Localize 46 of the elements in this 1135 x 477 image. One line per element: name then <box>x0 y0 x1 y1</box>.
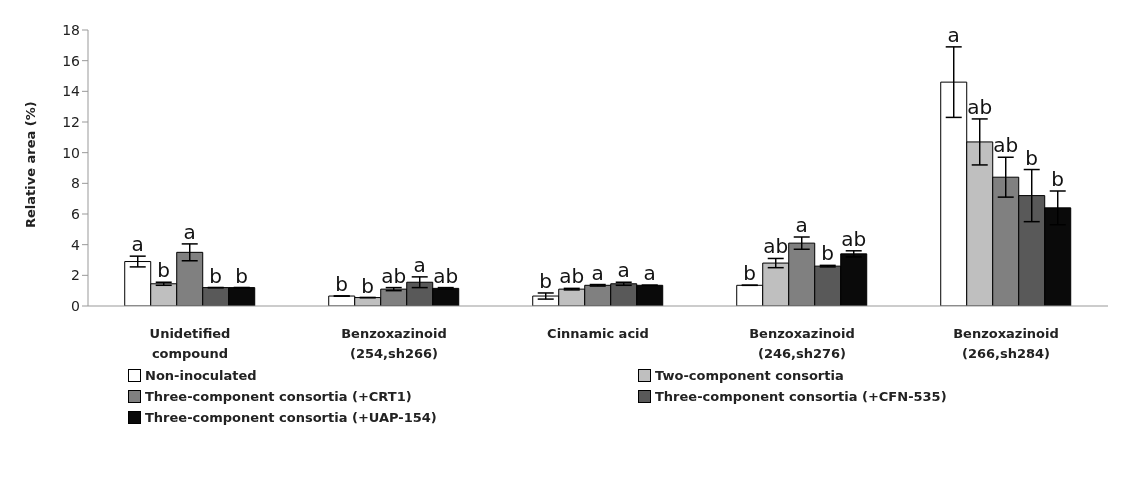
y-tick-label: 4 <box>71 236 81 253</box>
data-label: a <box>643 261 656 286</box>
legend-label: Non-inoculated <box>145 368 257 383</box>
data-label: b <box>235 263 249 288</box>
legend-label: Three-component consortia (+UAP-154) <box>145 410 437 425</box>
x-tick-label: Benzoxazinoid (266,sh284) <box>953 326 1059 361</box>
y-tick-label: 18 <box>62 21 80 38</box>
legend-label: Three-component consortia (+CRT1) <box>145 389 412 404</box>
data-label: b <box>539 268 553 293</box>
data-label: ab <box>381 263 407 288</box>
data-label: ab <box>993 133 1019 158</box>
y-tick-label: 14 <box>62 83 81 100</box>
x-tick-label: Unidetified compound <box>149 326 231 361</box>
data-label: b <box>743 261 757 286</box>
data-label: b <box>1025 145 1039 170</box>
y-axis-title: Relative area (%) <box>22 101 38 228</box>
data-label: b <box>361 273 375 298</box>
legend-label: Two-component consortia <box>655 368 844 383</box>
x-tick-label: Benzoxazinoid (254,sh266) <box>341 326 447 361</box>
data-label: a <box>131 232 144 257</box>
data-label: b <box>335 272 349 297</box>
data-label: ab <box>559 264 585 289</box>
data-label: ab <box>841 226 867 251</box>
y-tick-label: 12 <box>62 113 80 130</box>
data-label: a <box>413 252 426 277</box>
data-label: a <box>947 22 960 47</box>
data-label: b <box>209 263 223 288</box>
x-tick-label: Benzoxazinoid (246,sh276) <box>749 326 855 361</box>
y-tick-label: 0 <box>71 297 80 314</box>
data-label: ab <box>433 263 459 288</box>
legend-label: Three-component consortia (+CFN-535) <box>655 389 947 404</box>
y-tick-label: 6 <box>71 205 81 222</box>
data-label: a <box>795 213 808 237</box>
data-label: a <box>183 219 196 244</box>
y-tick-label: 2 <box>71 267 80 284</box>
data-label: a <box>617 258 630 283</box>
data-label: ab <box>967 94 993 119</box>
y-tick-label: 8 <box>71 175 80 192</box>
y-tick-label: 10 <box>62 144 80 161</box>
data-label: b <box>157 258 171 283</box>
data-label: b <box>821 241 835 266</box>
y-tick-label: 16 <box>62 52 81 69</box>
x-tick-label: Cinnamic acid <box>547 326 649 341</box>
data-label: ab <box>763 234 789 259</box>
data-label: a <box>591 260 604 285</box>
data-label: b <box>1051 167 1065 191</box>
